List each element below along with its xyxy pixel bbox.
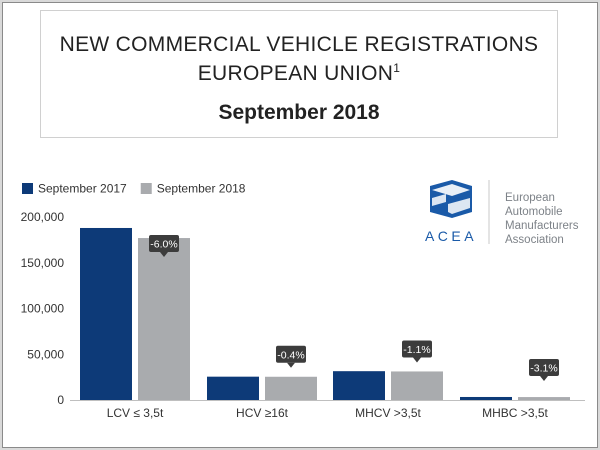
callout-box bbox=[529, 359, 559, 376]
bar-1-0 bbox=[207, 376, 259, 400]
callout-box bbox=[149, 235, 179, 253]
bar-0-1 bbox=[138, 238, 190, 400]
callout-label: -0.4% bbox=[277, 349, 304, 361]
change-callout-0: -6.0% bbox=[149, 235, 179, 258]
callout-pointer bbox=[287, 362, 295, 368]
callout-label: -1.1% bbox=[403, 344, 430, 356]
acea-logo-line-0: European bbox=[505, 192, 555, 204]
y-tick-label: 150,000 bbox=[21, 256, 65, 270]
callout-box bbox=[402, 340, 432, 358]
acea-logo: ACEA European Automobile Manufacturers Asso… bbox=[425, 180, 579, 246]
bar-2-1 bbox=[391, 371, 443, 400]
bar-3-1 bbox=[518, 397, 570, 400]
acea-cube-icon bbox=[430, 180, 472, 218]
acea-logo-text: ACEA bbox=[425, 228, 477, 244]
bar-1-1 bbox=[265, 376, 317, 400]
footnote-marker: 1 bbox=[393, 61, 401, 75]
y-tick-label: 0 bbox=[57, 393, 64, 407]
legend-swatch-0 bbox=[22, 183, 33, 194]
bar-0-0 bbox=[80, 227, 132, 400]
callout-label: -3.1% bbox=[530, 363, 557, 375]
chart-title-line2-text: EUROPEAN UNION bbox=[197, 62, 394, 85]
title-box: NEW COMMERCIAL VEHICLE REGISTRATIONS EUR… bbox=[40, 10, 558, 138]
y-tick-label: 100,000 bbox=[21, 302, 65, 316]
y-tick-label: 50,000 bbox=[27, 347, 64, 361]
change-callout-2: -1.1% bbox=[402, 340, 432, 363]
legend-swatch-1 bbox=[140, 183, 152, 194]
bar-2-0 bbox=[333, 371, 385, 400]
chart-title-line1: NEW COMMERCIAL VEHICLE REGISTRATIONS bbox=[59, 33, 539, 56]
callout-pointer bbox=[160, 252, 168, 258]
acea-logo-line-2: Manufacturers bbox=[505, 220, 579, 232]
chart-subtitle: September 2018 bbox=[218, 101, 380, 124]
x-category-label: LCV ≤ 3,5t bbox=[107, 406, 164, 420]
change-callout-1: -0.4% bbox=[276, 345, 306, 368]
x-category-label: MHBC >3,5t bbox=[482, 406, 548, 420]
x-category-label: MHCV >3,5t bbox=[355, 406, 421, 420]
y-tick-label: 200,000 bbox=[21, 210, 65, 224]
chart-title-line2: EUROPEAN UNION1 bbox=[41, 61, 557, 86]
callout-pointer bbox=[540, 376, 548, 381]
legend-label-0: September 2017 bbox=[38, 182, 127, 196]
callout-pointer bbox=[413, 357, 421, 363]
bar-3-0 bbox=[460, 396, 512, 400]
callout-box bbox=[276, 345, 306, 363]
acea-logo-line-3: Association bbox=[505, 234, 564, 246]
callout-label: -6.0% bbox=[150, 239, 177, 251]
acea-logo-line-1: Automobile bbox=[505, 206, 563, 218]
change-callout-3: -3.1% bbox=[529, 359, 559, 381]
legend-label-1: September 2018 bbox=[157, 182, 246, 196]
x-category-label: HCV ≥16t bbox=[236, 406, 289, 420]
